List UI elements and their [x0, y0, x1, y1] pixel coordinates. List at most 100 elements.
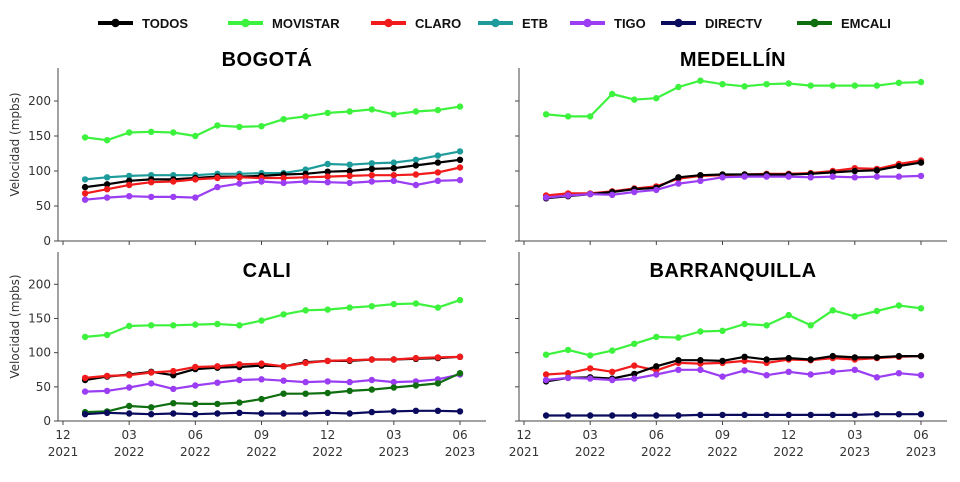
data-point [192, 321, 199, 328]
data-point [851, 174, 858, 181]
data-point [280, 311, 287, 318]
data-point [542, 351, 550, 358]
data-point [324, 306, 331, 313]
data-point [873, 411, 881, 418]
y-tick-label: 150 [28, 129, 51, 143]
data-point [214, 400, 221, 408]
data-point [236, 376, 243, 384]
data-point [763, 81, 770, 88]
data-point [368, 376, 375, 384]
data-point [587, 412, 594, 419]
data-point [719, 373, 726, 380]
legend-label: EMCALI [841, 16, 891, 31]
data-point [280, 377, 287, 384]
data-point [390, 408, 397, 415]
series-line [85, 409, 461, 416]
series-claro [81, 353, 464, 382]
panel-title: BARRANQUILLA [649, 260, 816, 282]
data-point [741, 173, 748, 180]
data-point [564, 374, 572, 382]
series-emcali [81, 370, 464, 416]
data-point [148, 128, 155, 135]
data-point [324, 389, 331, 397]
data-point [126, 181, 133, 189]
series-movistar [542, 302, 925, 359]
data-point [873, 173, 881, 180]
data-point [741, 411, 748, 419]
data-point [324, 160, 331, 168]
series-line [85, 299, 461, 338]
data-point [324, 168, 331, 175]
data-point [214, 174, 221, 182]
data-point [148, 193, 155, 201]
legend-swatch-marker [674, 18, 683, 28]
data-point [258, 317, 265, 324]
data-point [609, 90, 616, 98]
data-point [917, 159, 925, 166]
data-point [258, 376, 265, 383]
x-tick-label: 06 [649, 428, 664, 442]
data-point [346, 172, 353, 180]
data-point [81, 333, 89, 341]
x-tick-label: 09 [715, 428, 730, 442]
panel-cali: 0 50 100 150 200 Velocidad (mpbs) 12 2021 03 2022… [8, 252, 486, 459]
data-point [697, 328, 704, 335]
data-point [895, 79, 903, 87]
legend-label: ETB [522, 16, 548, 31]
data-point [434, 407, 442, 414]
data-point [214, 410, 221, 417]
series-tigo [81, 176, 464, 203]
data-point [390, 378, 397, 386]
data-point [81, 134, 89, 141]
data-point [280, 410, 287, 417]
data-point [697, 172, 704, 179]
data-point [126, 410, 133, 417]
series-todos [81, 156, 464, 191]
data-point [81, 183, 89, 191]
series-movistar [81, 103, 464, 144]
legend-swatch-marker [241, 18, 250, 28]
data-point [873, 374, 881, 381]
series-line [84, 166, 461, 195]
data-point [302, 378, 309, 386]
x-tick-label: 06 [188, 428, 203, 442]
data-point [390, 159, 397, 166]
x-tick-year-label: 2022 [114, 445, 145, 459]
data-point [236, 409, 243, 416]
data-point [851, 354, 858, 361]
data-point [390, 300, 397, 308]
data-point [851, 82, 858, 89]
data-point [324, 409, 331, 416]
data-point [697, 411, 704, 419]
data-point [763, 322, 770, 329]
data-point [346, 179, 353, 187]
data-point [412, 171, 420, 178]
data-point [851, 411, 858, 419]
data-point [126, 322, 133, 330]
data-point [675, 83, 682, 91]
legend-label: CLARO [415, 16, 461, 31]
data-point [170, 322, 177, 329]
legend-swatch-marker [583, 18, 592, 28]
x-tick-year-label: 2022 [641, 445, 672, 459]
x-tick-year-label: 2022 [180, 445, 211, 459]
data-point [807, 82, 814, 89]
data-point [390, 177, 397, 184]
data-point [456, 156, 464, 163]
data-point [434, 106, 442, 114]
data-point [170, 193, 177, 201]
data-point [236, 123, 243, 131]
data-point [192, 400, 199, 408]
data-point [785, 411, 792, 419]
data-point [302, 410, 309, 417]
data-point [302, 113, 309, 120]
legend-label: TODOS [142, 16, 188, 31]
data-point [675, 180, 682, 187]
data-point [103, 186, 111, 193]
data-point [697, 357, 704, 364]
series-line [546, 355, 922, 376]
data-point [741, 83, 748, 90]
data-point [917, 372, 925, 379]
data-point [587, 352, 594, 359]
data-point [192, 363, 199, 371]
